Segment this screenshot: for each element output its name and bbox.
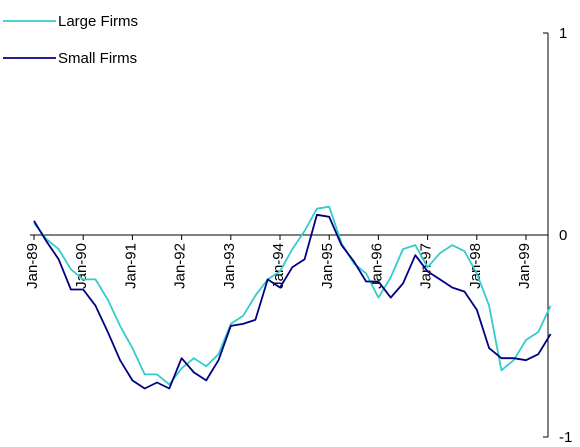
x-tick-label: Jan-95 [319,243,336,289]
x-tick-label: Jan-90 [73,243,90,289]
series-line-small-firms [33,213,552,390]
x-tick-label: Jan-93 [221,243,238,289]
x-axis: Jan-89 Jan-90 Jan-91 Jan-92 Jan-93 Jan-94 Jan-… [24,234,548,289]
y-tick-label: 1 [559,25,567,42]
x-tick-label: Jan-96 [368,243,385,289]
x-tick-label: Jan-99 [516,243,533,289]
series-layer [33,205,552,390]
x-tick-label: Jan-91 [122,243,139,289]
x-tick-label: Jan-94 [270,243,287,289]
y-tick-label: -1 [559,429,572,446]
x-tick-label: Jan-89 [24,243,41,289]
x-tick-label: Jan-92 [172,243,189,289]
y-tick-label: 0 [559,227,567,244]
legend: Large Firms Small Firms [3,13,138,67]
x-tick-label: Jan-98 [467,243,484,289]
series-line-large-firms [33,205,552,386]
y-axis: 1 0 -1 [543,25,572,446]
legend-label: Small Firms [58,50,137,67]
legend-label: Large Firms [58,13,138,30]
